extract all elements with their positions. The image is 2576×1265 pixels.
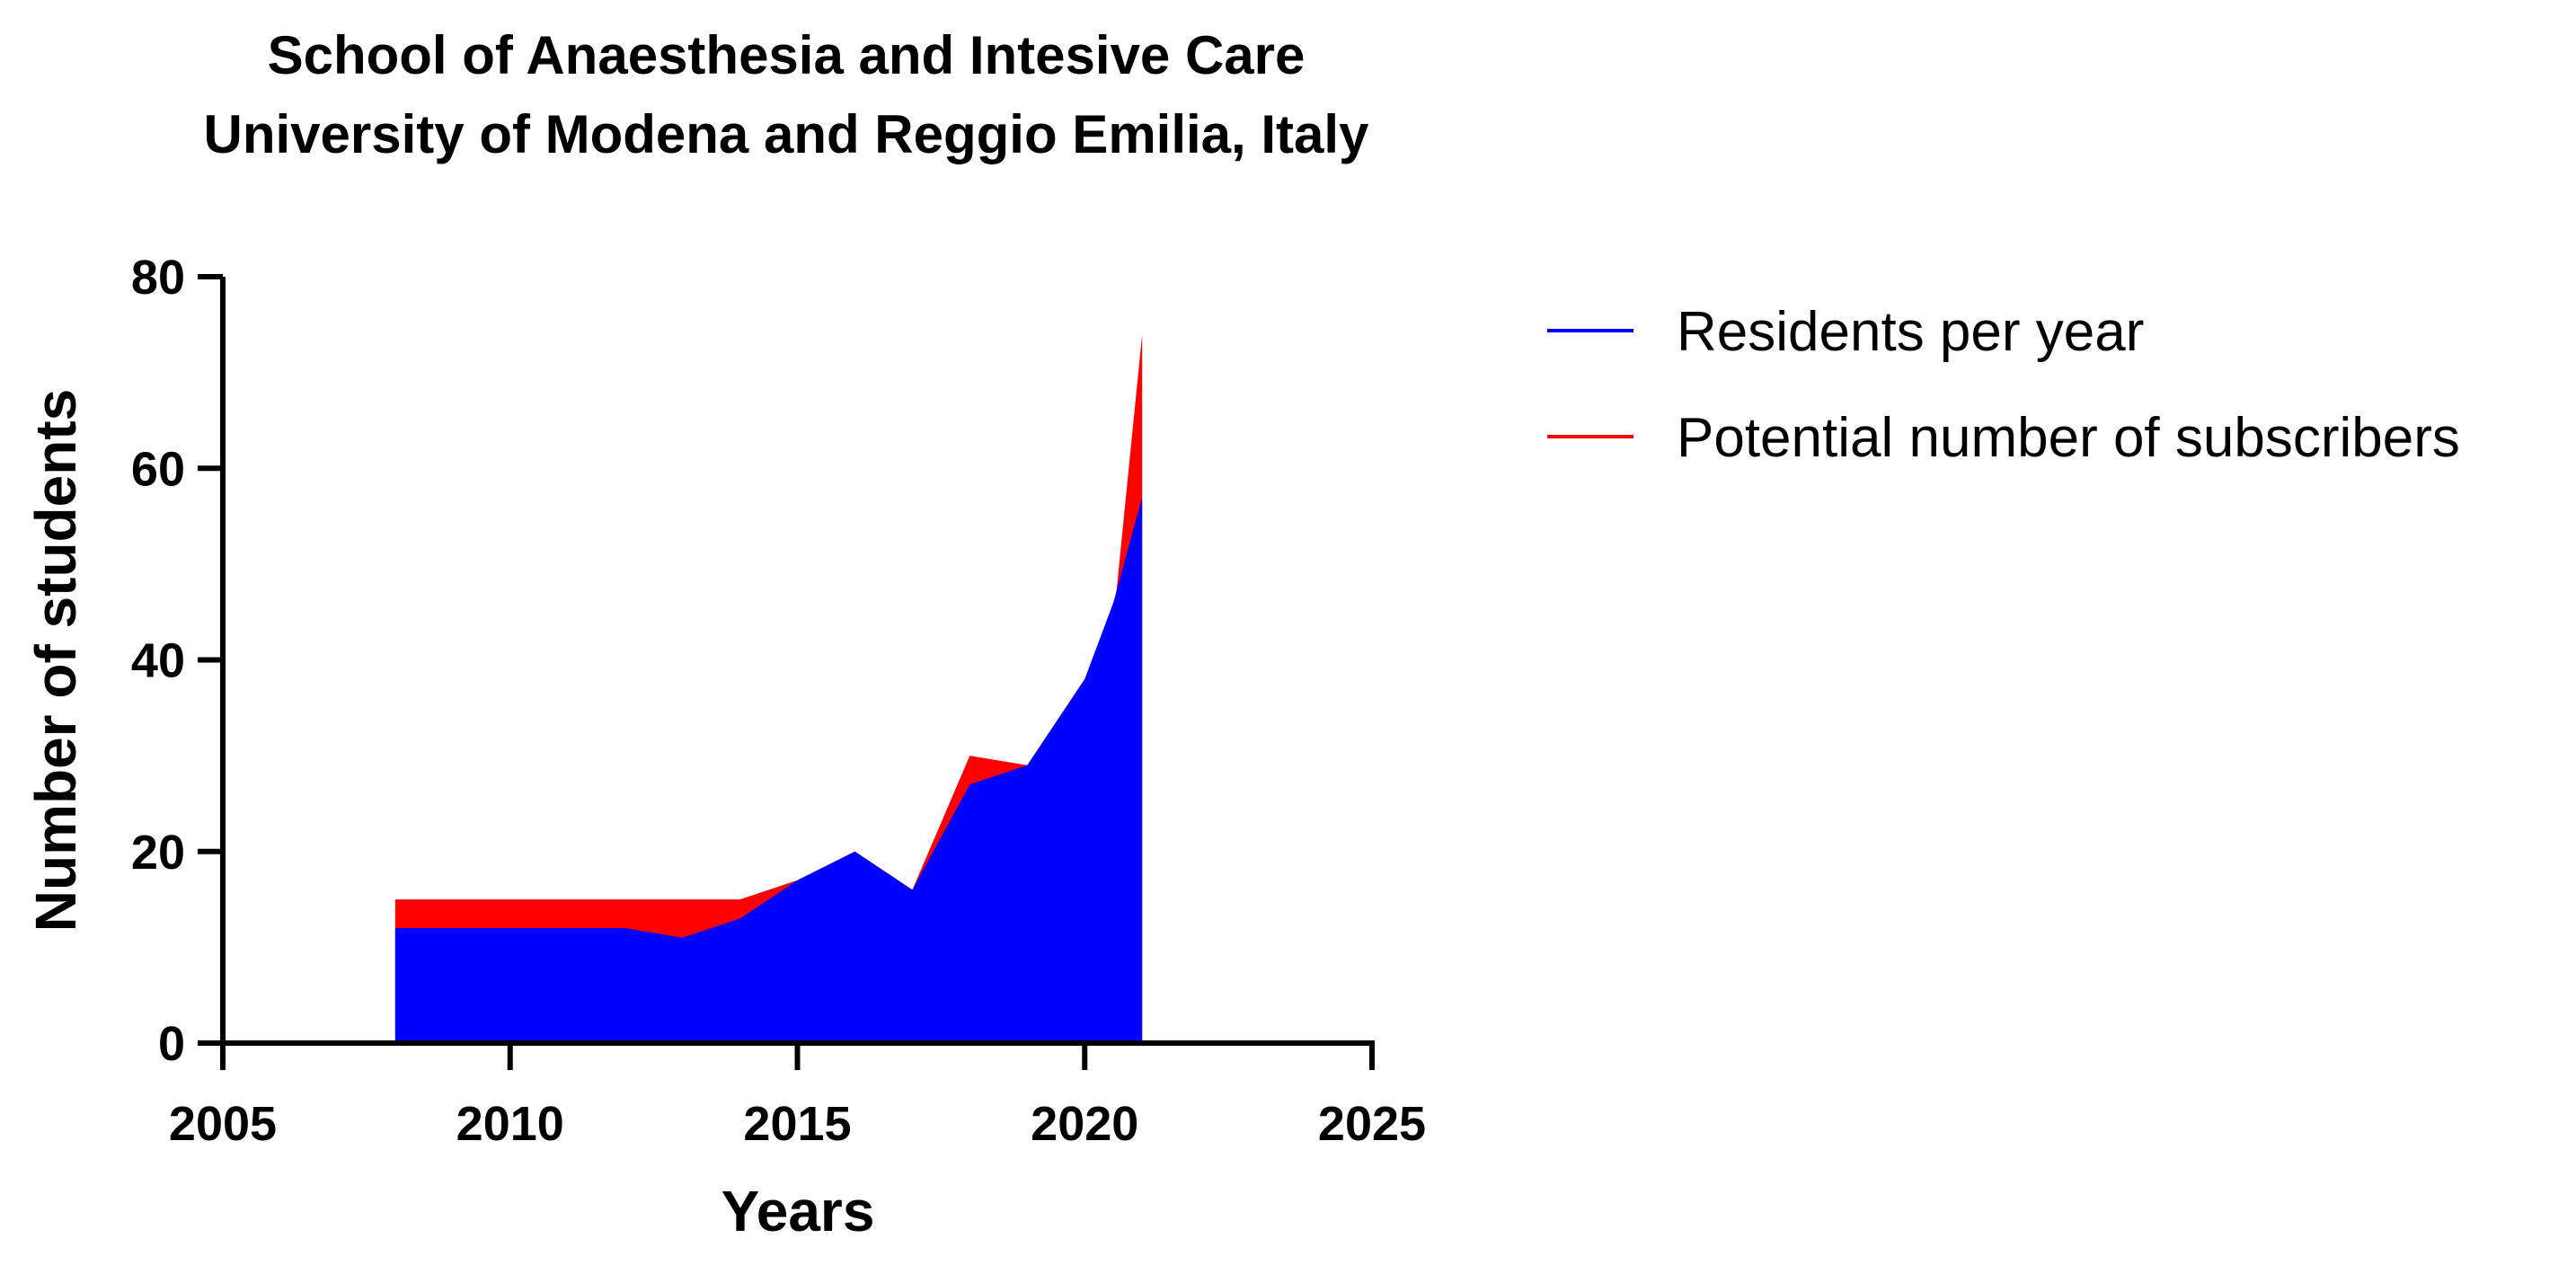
- y-axis-label: Number of students: [23, 389, 88, 932]
- chart-subtitle: University of Modena and Reggio Emilia, …: [204, 104, 1370, 164]
- plot-areas: [394, 333, 1143, 1044]
- x-tick-label: 2015: [743, 1097, 851, 1151]
- y-tick-label: 20: [131, 826, 185, 880]
- x-axis-label: Years: [721, 1179, 875, 1243]
- x-tick-label: 2020: [1031, 1097, 1138, 1151]
- y-tick-label: 80: [131, 251, 185, 305]
- chart-title: School of Anaesthesia and Intesive Care: [268, 25, 1306, 85]
- x-tick-label: 2005: [169, 1097, 277, 1151]
- legend-label: Potential number of subscribers: [1677, 407, 2460, 469]
- y-tick-label: 60: [131, 442, 185, 496]
- y-ticks: 0 20 40 60 80: [131, 251, 223, 1071]
- x-tick-label: 2010: [456, 1097, 564, 1151]
- chart-title-block: School of Anaesthesia and Intesive Care …: [204, 25, 1370, 164]
- area-series-1: [394, 497, 1143, 1043]
- x-tick-label: 2025: [1318, 1097, 1426, 1151]
- y-tick-label: 0: [158, 1017, 185, 1071]
- legend: Residents per year Potential number of su…: [1547, 301, 2460, 469]
- y-tick-label: 40: [131, 634, 185, 688]
- legend-label: Residents per year: [1677, 301, 2144, 363]
- x-ticks: 2005 2010 2015 2020 2025: [169, 1043, 1426, 1151]
- axes: 0 20 40 60 80 2005 2010 2015 2020 2025: [131, 251, 1426, 1151]
